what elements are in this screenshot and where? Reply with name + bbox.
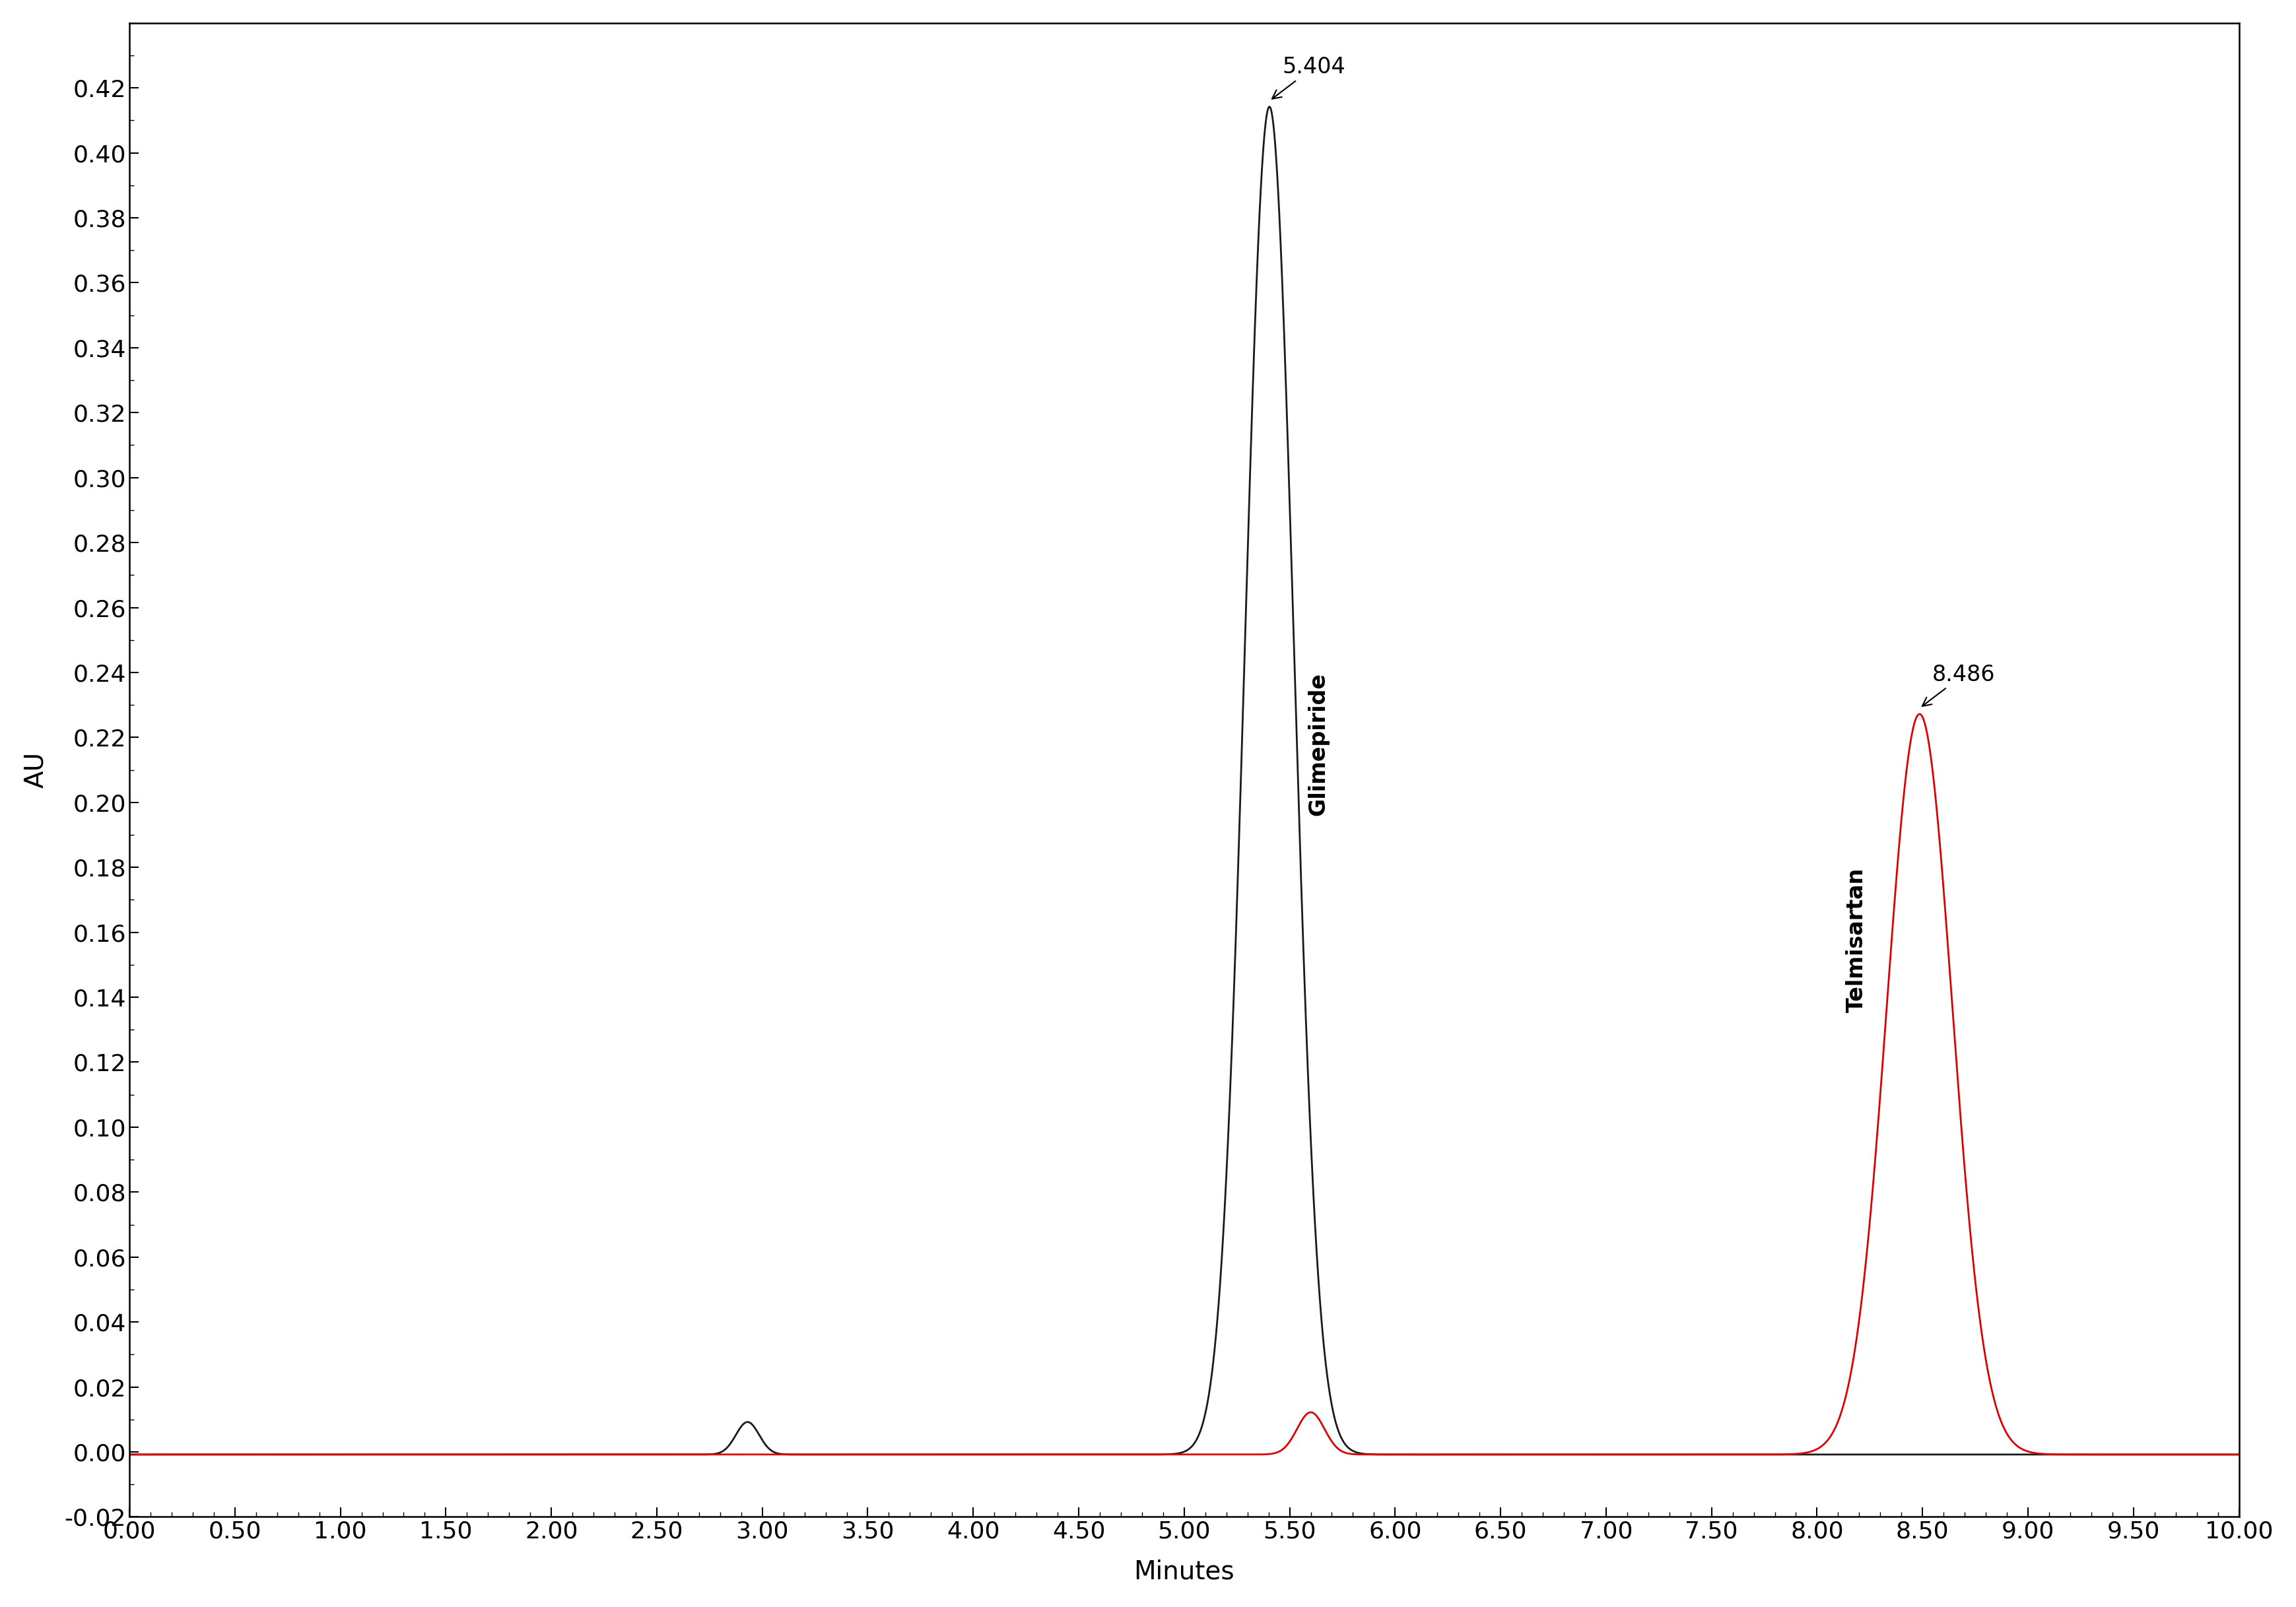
X-axis label: Minutes: Minutes <box>1134 1559 1235 1585</box>
Text: 8.486: 8.486 <box>1922 664 1995 705</box>
Text: 5.404: 5.404 <box>1272 56 1345 98</box>
Text: Telmisartan: Telmisartan <box>1846 868 1867 1012</box>
Y-axis label: AU: AU <box>23 752 48 787</box>
Text: Glimepiride: Glimepiride <box>1306 672 1329 816</box>
